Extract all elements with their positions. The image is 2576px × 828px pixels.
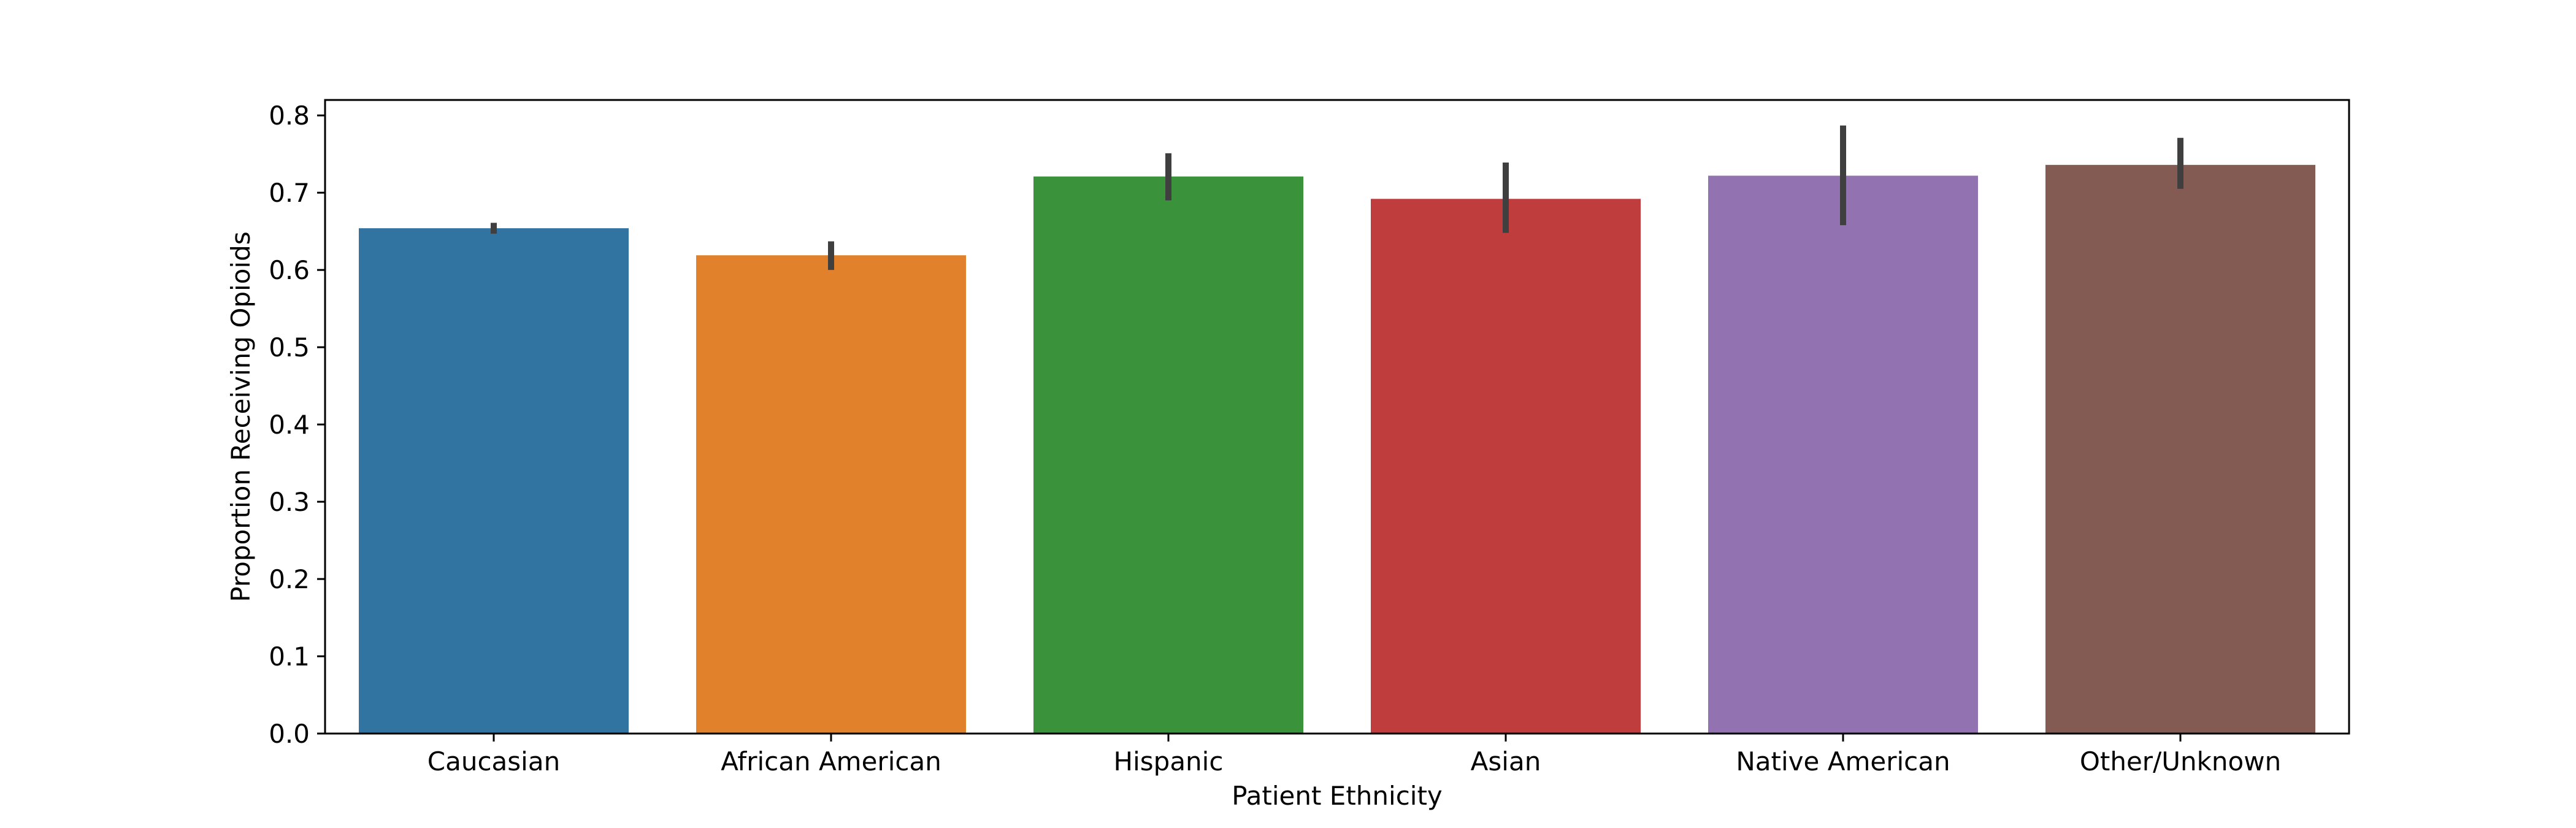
- x-tick-label-native-american: Native American: [1736, 746, 1950, 776]
- y-tick-label: 0.3: [269, 487, 310, 517]
- bar-native-american: [1708, 175, 1978, 734]
- x-tick-label-caucasian: Caucasian: [427, 746, 560, 776]
- bars-layer: [359, 164, 2315, 734]
- bar-other-unknown: [2045, 164, 2315, 734]
- bar-african-american: [696, 255, 966, 734]
- x-tick-label-asian: Asian: [1471, 746, 1541, 776]
- y-tick-label: 0.2: [269, 564, 310, 594]
- bar-caucasian: [359, 228, 629, 734]
- y-tick-label: 0.0: [269, 719, 310, 749]
- x-axis: Caucasian African American Hispanic Asian Na…: [427, 734, 2281, 776]
- x-tick-label-hispanic: Hispanic: [1114, 746, 1224, 776]
- bar-asian: [1371, 199, 1641, 734]
- y-tick-label: 0.4: [269, 410, 310, 440]
- y-tick-label: 0.1: [269, 642, 310, 672]
- y-axis-label: Proportion Receiving Opioids: [226, 231, 256, 602]
- y-tick-label: 0.6: [269, 255, 310, 285]
- x-tick-label-other-unknown: Other/Unknown: [2080, 746, 2281, 776]
- plot-frame: [324, 99, 2350, 735]
- bar-hispanic: [1033, 176, 1303, 734]
- error-bars-layer: [491, 125, 2183, 270]
- y-tick-label: 0.5: [269, 332, 310, 362]
- y-tick-label: 0.7: [269, 178, 310, 208]
- x-axis-label: Patient Ethnicity: [1232, 781, 1443, 811]
- y-axis: 0.0 0.1 0.2 0.3 0.4 0.5 0.6 0.7 0.8: [269, 101, 325, 749]
- y-tick-label: 0.8: [269, 101, 310, 131]
- x-tick-label-african-american: African American: [721, 746, 941, 776]
